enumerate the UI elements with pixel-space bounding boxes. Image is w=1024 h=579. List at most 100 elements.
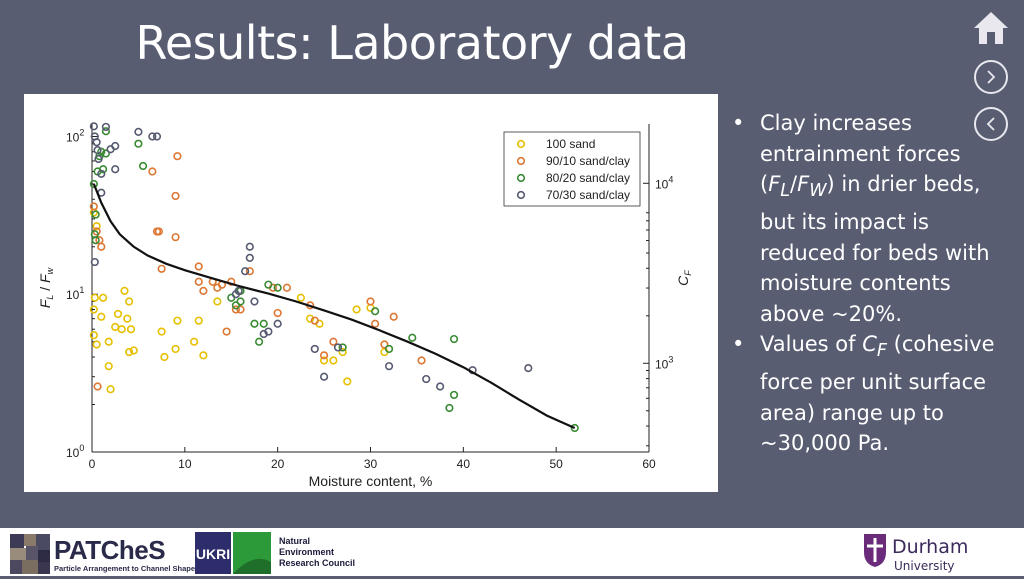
- data-point: [366, 297, 375, 306]
- patches-logo[interactable]: PATCheS Particle Arrangement to Channel …: [10, 534, 195, 574]
- x-tick-label: 20: [271, 457, 285, 471]
- data-point: [231, 305, 240, 314]
- data-point: [306, 314, 315, 323]
- data-point: [89, 202, 98, 211]
- data-point: [417, 356, 426, 365]
- data-point: [160, 352, 169, 362]
- bullet-item: Values of CF (cohesive force per unit su…: [730, 329, 1016, 459]
- data-point: [245, 253, 254, 262]
- y-axis-label-left: FL / Fw: [37, 267, 55, 308]
- data-point: [89, 331, 98, 340]
- home-icon[interactable]: [972, 10, 1010, 46]
- legend-label: 100 sand: [546, 137, 595, 151]
- data-point: [101, 149, 111, 158]
- next-slide-button[interactable]: [974, 60, 1008, 94]
- data-point: [173, 152, 182, 161]
- data-point: [113, 309, 123, 319]
- data-point: [154, 227, 163, 236]
- y-tick-label-left: 101: [66, 285, 84, 302]
- data-point: [371, 307, 380, 316]
- data-point: [310, 316, 319, 325]
- data-point: [250, 297, 259, 306]
- data-point: [524, 364, 533, 373]
- data-point: [89, 122, 98, 131]
- data-point: [310, 344, 319, 354]
- bullet-list: Clay increases entrainment forces (FL/FW…: [730, 108, 1016, 459]
- data-point: [97, 169, 106, 178]
- x-tick-label: 0: [89, 457, 96, 471]
- data-point: [389, 312, 398, 321]
- data-point: [171, 191, 180, 201]
- legend-marker: [516, 156, 526, 166]
- data-point: [213, 297, 222, 306]
- data-point: [222, 327, 231, 336]
- data-point: [384, 344, 394, 354]
- data-point: [273, 308, 282, 318]
- data-point: [236, 305, 245, 314]
- data-point: [117, 325, 126, 334]
- data-point: [123, 314, 132, 323]
- data-point: [171, 344, 180, 354]
- data-point: [436, 382, 445, 391]
- data-point: [99, 165, 108, 174]
- data-point: [101, 122, 111, 132]
- data-point: [134, 139, 143, 148]
- x-tick-label: 10: [178, 457, 192, 471]
- data-point: [101, 127, 111, 136]
- chevron-right-icon: [987, 70, 996, 84]
- data-point: [255, 337, 264, 346]
- data-point: [125, 347, 134, 357]
- data-point: [319, 372, 329, 381]
- patches-mosaic-icon: [10, 534, 50, 574]
- data-point: [120, 286, 129, 296]
- data-point: [194, 277, 203, 286]
- y-tick-label-left: 102: [66, 127, 84, 144]
- y-tick-label-right: 103: [655, 354, 673, 371]
- data-point: [111, 165, 120, 174]
- durham-crest-icon: [864, 534, 886, 567]
- durham-logo[interactable]: Durham University: [862, 532, 982, 574]
- data-point: [91, 210, 100, 219]
- data-point: [171, 233, 180, 242]
- data-point: [190, 337, 199, 346]
- data-point: [264, 280, 273, 289]
- data-point: [97, 312, 106, 321]
- data-point: [90, 257, 99, 267]
- x-tick-label: 30: [364, 457, 378, 471]
- data-point: [97, 242, 106, 251]
- data-point: [236, 297, 245, 306]
- chart-panel: 0 10 20 30 40 50 60 100 101 102 103 104 Moisture con…: [24, 94, 718, 492]
- ukri-logo-icon: UKRI: [195, 532, 271, 574]
- data-point: [408, 333, 417, 342]
- data-point: [449, 390, 459, 400]
- legend-label: 90/10 sand/clay: [546, 154, 630, 168]
- data-point: [273, 319, 282, 328]
- data-point: [250, 319, 259, 328]
- data-point: [157, 327, 166, 336]
- scatter-chart: 0 10 20 30 40 50 60 100 101 102 103 104 Moisture con…: [37, 122, 693, 489]
- data-point: [338, 347, 347, 357]
- patches-name: PATCheS: [54, 535, 166, 565]
- data-point: [138, 161, 148, 171]
- data-point: [445, 403, 454, 413]
- data-point: [90, 293, 99, 302]
- data-point: [94, 154, 103, 164]
- data-point: [194, 316, 203, 325]
- data-point: [384, 362, 394, 371]
- ukri-nerc-logo[interactable]: UKRI Natural Environment Research Counci…: [195, 532, 375, 574]
- data-point: [129, 346, 138, 355]
- x-axis-label: Moisture content, %: [309, 473, 433, 489]
- data-point: [380, 340, 389, 349]
- data-point: [199, 286, 208, 296]
- data-point: [89, 179, 98, 189]
- data-point: [259, 319, 268, 328]
- data-point: [106, 385, 115, 394]
- nerc-text: Natural Environment Research Council: [279, 536, 356, 568]
- y-axis-label-right: CF: [675, 270, 693, 286]
- data-point: [89, 305, 98, 314]
- data-point: [92, 222, 101, 231]
- data-point: [245, 267, 254, 276]
- data-point: [92, 340, 101, 349]
- data-point: [92, 138, 101, 147]
- x-tick-label: 60: [642, 457, 656, 471]
